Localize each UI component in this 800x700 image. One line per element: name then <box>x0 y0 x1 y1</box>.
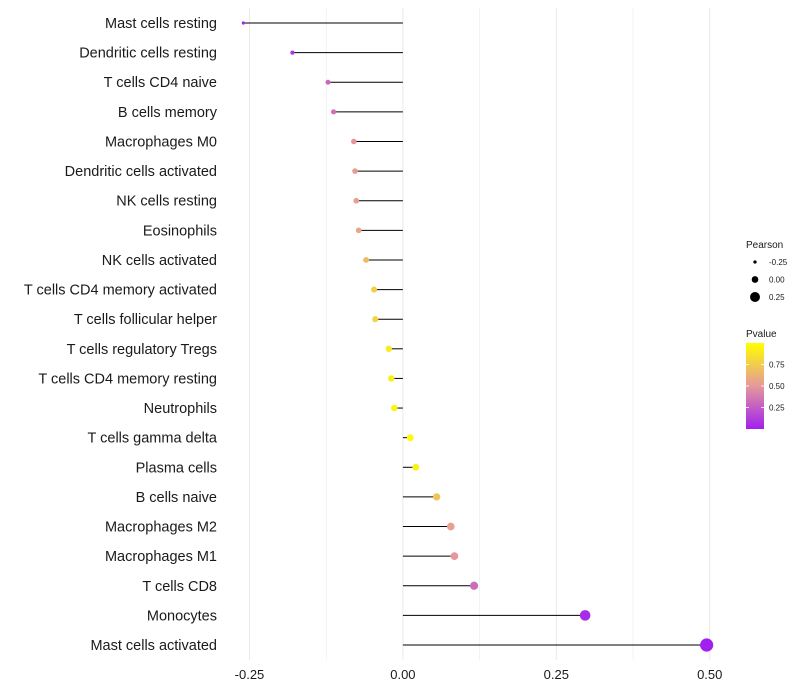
category-label-21: Mast cells activated <box>90 638 217 654</box>
category-label-5: Dendritic cells activated <box>65 164 217 180</box>
legend-pearson-key-2 <box>750 292 760 302</box>
point-9 <box>371 286 378 293</box>
legend-pearson-key-1 <box>751 276 759 283</box>
category-label-7: Eosinophils <box>143 223 217 239</box>
point-20 <box>579 610 591 621</box>
point-3 <box>330 109 337 115</box>
point-18 <box>450 552 459 561</box>
category-label-17: Macrophages M2 <box>105 520 217 536</box>
point-0 <box>241 21 245 25</box>
legend-pvalue-colorbar <box>746 343 764 429</box>
legend-pvalue: Pvalue 0.75 0.50 0.25 <box>746 329 785 429</box>
point-15 <box>412 463 420 471</box>
category-label-1: Dendritic cells resting <box>79 46 217 62</box>
category-label-14: T cells gamma delta <box>88 431 218 447</box>
point-5 <box>352 168 358 174</box>
x-tick-label-0: -0.25 <box>235 667 265 682</box>
legend-pearson-label-0: -0.25 <box>769 258 788 267</box>
legend-pearson-title: Pearson <box>746 240 783 251</box>
category-label-20: Monocytes <box>147 608 217 624</box>
category-label-2: T cells CD4 naive <box>104 75 217 91</box>
point-16 <box>432 493 441 501</box>
point-12 <box>388 375 395 382</box>
point-7 <box>355 227 362 234</box>
legend-pearson: Pearson -0.25 0.00 0.25 <box>746 240 788 302</box>
point-13 <box>391 404 398 412</box>
category-label-6: NK cells resting <box>116 194 217 210</box>
legend-pvalue-label-0: 0.75 <box>769 361 785 370</box>
point-8 <box>363 257 369 263</box>
category-label-0: Mast cells resting <box>105 16 217 32</box>
stem-layer <box>243 22 707 646</box>
x-tick-label-1: 0.00 <box>390 667 415 682</box>
x-tick-label-2: 0.25 <box>544 667 569 682</box>
legend-pearson-label-2: 0.25 <box>769 293 785 302</box>
category-label-19: T cells CD8 <box>142 579 217 595</box>
point-1 <box>290 50 295 55</box>
category-label-10: T cells follicular helper <box>74 312 217 328</box>
legend-pvalue-label-2: 0.25 <box>769 404 785 413</box>
category-label-9: T cells CD4 memory activated <box>24 283 217 299</box>
grid-layer <box>248 8 711 660</box>
point-21 <box>700 638 714 652</box>
category-labels: Mast cells resting Dendritic cells restin… <box>24 16 218 654</box>
x-axis-ticks: -0.25 0.00 0.25 0.50 <box>235 667 723 682</box>
category-label-12: T cells CD4 memory resting <box>38 371 217 387</box>
category-label-16: B cells naive <box>136 490 217 506</box>
category-label-4: Macrophages M0 <box>105 134 217 150</box>
category-label-13: Neutrophils <box>144 401 217 417</box>
point-14 <box>406 434 414 442</box>
point-layer <box>241 21 714 652</box>
point-11 <box>385 345 392 352</box>
category-label-8: NK cells activated <box>102 253 217 269</box>
legend-pearson-key-0 <box>753 260 757 264</box>
legend-pvalue-title: Pvalue <box>746 329 777 340</box>
legend-pearson-label-1: 0.00 <box>769 276 785 285</box>
x-tick-label-3: 0.50 <box>697 667 722 682</box>
point-6 <box>353 197 360 204</box>
point-19 <box>469 581 479 590</box>
category-label-3: B cells memory <box>118 105 218 121</box>
point-17 <box>446 522 455 531</box>
point-2 <box>325 79 331 85</box>
point-4 <box>351 138 357 145</box>
category-label-11: T cells regulatory Tregs <box>67 342 217 358</box>
legend-pvalue-label-1: 0.50 <box>769 382 785 391</box>
point-10 <box>372 316 379 323</box>
category-label-15: Plasma cells <box>136 460 217 476</box>
category-label-18: Macrophages M1 <box>105 549 217 565</box>
